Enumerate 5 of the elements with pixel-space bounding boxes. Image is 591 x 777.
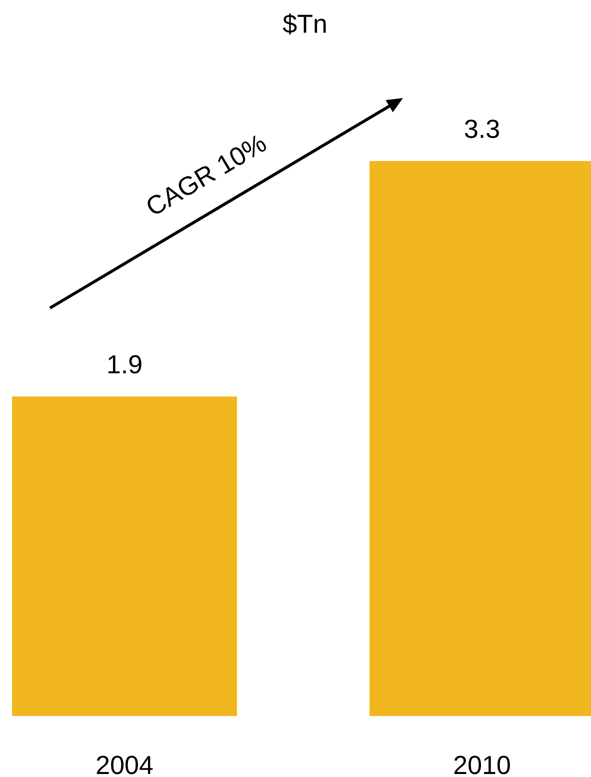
chart-title: $Tn [282,13,326,35]
x-tick-label: 2004 [96,756,153,774]
data-label: 3.3 [464,120,499,138]
data-label: 1.9 [108,355,142,374]
x-tick-label: 2010 [454,756,510,774]
